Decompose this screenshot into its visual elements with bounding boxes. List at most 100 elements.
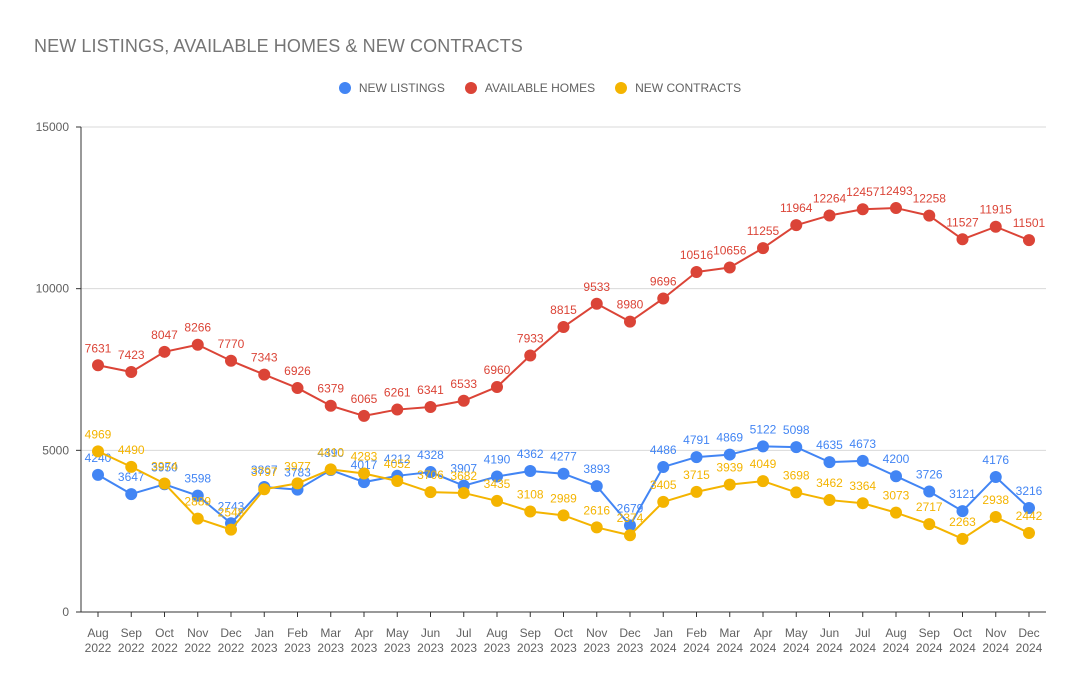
x-tick-label-month: Jan bbox=[255, 626, 274, 640]
x-tick-label-year: 2023 bbox=[351, 641, 378, 655]
x-tick-label-month: Apr bbox=[754, 626, 773, 640]
data-label-new-listings: 4362 bbox=[517, 447, 544, 461]
x-tick-label-year: 2024 bbox=[816, 641, 843, 655]
data-label-new-contracts: 4490 bbox=[118, 443, 145, 457]
data-point-available-homes bbox=[258, 368, 271, 381]
legend-marker-new-listings bbox=[338, 82, 351, 94]
x-tick-label-year: 2023 bbox=[417, 641, 444, 655]
data-point-new-contracts bbox=[657, 495, 670, 508]
data-label-available-homes: 8047 bbox=[151, 328, 178, 342]
x-tick-label-year: 2023 bbox=[284, 641, 311, 655]
data-label-new-listings: 4190 bbox=[484, 453, 511, 467]
x-tick-label-month: Feb bbox=[287, 626, 308, 640]
data-label-new-contracts: 4052 bbox=[384, 457, 411, 471]
x-tick-label-month: Oct bbox=[554, 626, 573, 640]
data-point-available-homes bbox=[657, 292, 670, 305]
data-point-new-listings bbox=[92, 468, 104, 481]
data-point-new-listings bbox=[1023, 502, 1035, 515]
data-label-new-contracts: 3797 bbox=[251, 465, 278, 479]
data-point-new-listings bbox=[956, 505, 969, 518]
data-label-new-listings: 4017 bbox=[351, 458, 378, 472]
legend-label-available-homes: AVAILABLE HOMES bbox=[484, 81, 596, 95]
x-tick-label-year: 2022 bbox=[151, 641, 178, 655]
data-point-new-contracts bbox=[723, 478, 736, 491]
data-label-new-contracts: 2263 bbox=[949, 515, 976, 529]
data-label-new-contracts: 3108 bbox=[517, 488, 544, 502]
data-label-available-homes: 12457 bbox=[846, 185, 880, 199]
data-point-available-homes bbox=[225, 354, 237, 367]
data-label-new-contracts: 3974 bbox=[151, 460, 178, 474]
x-tick-label-year: 2024 bbox=[1016, 641, 1043, 655]
x-tick-label-year: 2024 bbox=[883, 641, 910, 655]
legend-marker-available-homes bbox=[464, 82, 477, 94]
data-point-new-contracts bbox=[923, 518, 936, 531]
data-label-new-listings: 2679 bbox=[617, 501, 644, 515]
x-tick-label-month: Dec bbox=[220, 626, 241, 640]
data-point-new-listings bbox=[823, 456, 836, 469]
x-tick-label-year: 2023 bbox=[617, 641, 644, 655]
legend-label-new-listings: NEW LISTINGS bbox=[358, 81, 445, 95]
data-point-new-contracts bbox=[358, 467, 370, 480]
data-point-new-listings bbox=[557, 467, 570, 480]
data-label-available-homes: 11527 bbox=[946, 215, 979, 229]
x-tick-label-year: 2024 bbox=[849, 641, 876, 655]
data-point-new-contracts bbox=[890, 506, 902, 519]
data-label-new-contracts: 2889 bbox=[184, 495, 211, 509]
data-label-new-listings: 4176 bbox=[982, 453, 1009, 467]
x-tick-label-month: Nov bbox=[187, 626, 208, 640]
data-label-available-homes: 6261 bbox=[384, 386, 411, 400]
data-point-new-listings bbox=[856, 454, 869, 467]
data-label-new-contracts: 3939 bbox=[716, 461, 743, 475]
x-tick-label-month: Dec bbox=[1018, 626, 1039, 640]
y-tick-label: 0 bbox=[62, 605, 69, 619]
y-tick-label: 15000 bbox=[36, 120, 70, 134]
data-point-new-listings bbox=[358, 476, 370, 489]
data-label-new-contracts: 3435 bbox=[484, 477, 511, 491]
legend-item-available-homes[interactable]: AVAILABLE HOMES bbox=[464, 81, 596, 95]
data-point-available-homes bbox=[823, 209, 836, 222]
legend-item-new-listings[interactable]: NEW LISTINGS bbox=[338, 81, 445, 95]
data-label-available-homes: 7933 bbox=[517, 331, 544, 345]
x-tick-label-year: 2023 bbox=[583, 641, 610, 655]
data-label-new-listings: 4328 bbox=[417, 448, 444, 462]
data-point-available-homes bbox=[291, 382, 304, 395]
data-point-available-homes bbox=[757, 242, 769, 255]
x-tick-label-year: 2024 bbox=[949, 641, 976, 655]
data-point-available-homes bbox=[125, 365, 138, 378]
x-tick-label-year: 2023 bbox=[550, 641, 577, 655]
legend-item-new-contracts[interactable]: NEW CONTRACTS bbox=[615, 81, 741, 95]
y-tick-label: 5000 bbox=[42, 443, 69, 457]
data-label-available-homes: 6379 bbox=[317, 382, 344, 396]
x-tick-label-month: Sep bbox=[520, 626, 542, 640]
data-label-available-homes: 9533 bbox=[583, 280, 610, 294]
data-point-new-contracts bbox=[557, 509, 570, 522]
data-label-new-listings: 3783 bbox=[284, 466, 311, 480]
x-tick-label-year: 2023 bbox=[317, 641, 344, 655]
data-label-available-homes: 11501 bbox=[1013, 216, 1046, 230]
data-point-new-contracts bbox=[457, 486, 470, 499]
data-point-available-homes bbox=[790, 219, 803, 232]
data-label-available-homes: 12493 bbox=[879, 184, 913, 198]
data-label-new-contracts: 2989 bbox=[550, 491, 577, 505]
data-label-new-listings: 3867 bbox=[251, 463, 278, 477]
data-label-new-contracts: 2374 bbox=[617, 511, 644, 525]
data-label-available-homes: 7423 bbox=[118, 348, 145, 362]
data-label-new-contracts: 4410 bbox=[317, 445, 344, 459]
x-tick-label-month: Jul bbox=[855, 626, 870, 640]
data-point-new-contracts bbox=[225, 523, 237, 536]
data-point-available-homes bbox=[391, 403, 404, 416]
data-label-available-homes: 6065 bbox=[351, 392, 378, 406]
data-label-available-homes: 11915 bbox=[980, 203, 1013, 217]
x-tick-label-year: 2023 bbox=[251, 641, 278, 655]
x-tick-label-month: May bbox=[785, 626, 808, 640]
data-point-new-listings bbox=[424, 466, 437, 479]
data-point-available-homes bbox=[856, 203, 869, 216]
data-label-new-contracts: 2616 bbox=[583, 503, 610, 517]
data-label-available-homes: 9696 bbox=[650, 274, 677, 288]
x-tick-label-year: 2024 bbox=[716, 641, 743, 655]
data-label-available-homes: 6960 bbox=[484, 363, 511, 377]
data-label-available-homes: 8266 bbox=[184, 321, 211, 335]
data-label-new-listings: 4869 bbox=[716, 431, 743, 445]
x-tick-label-year: 2024 bbox=[916, 641, 943, 655]
